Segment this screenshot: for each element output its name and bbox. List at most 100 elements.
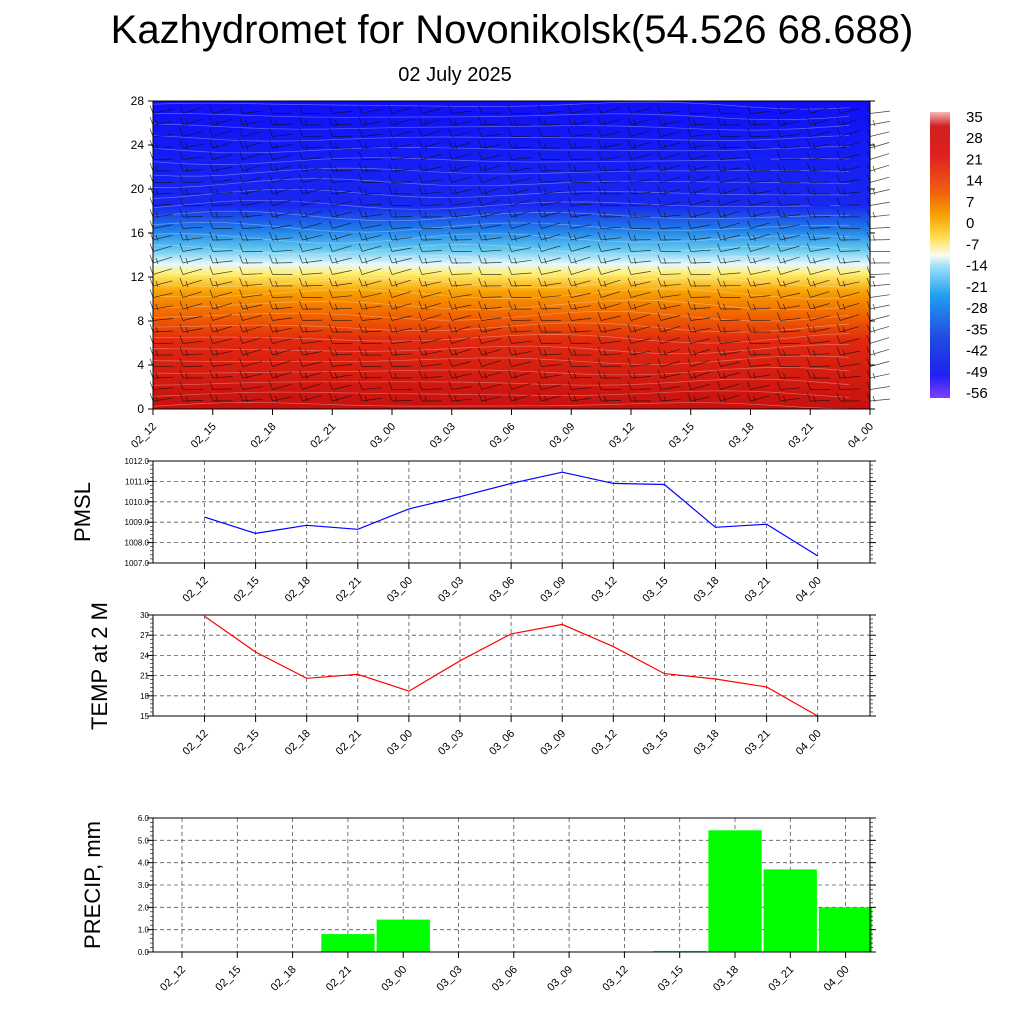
wind-barb <box>777 243 800 252</box>
y-tick-label: 12 <box>131 270 145 284</box>
wind-barb <box>388 162 412 173</box>
wind-barb <box>538 277 562 288</box>
wind-barb <box>538 197 562 206</box>
contour-line <box>152 146 850 154</box>
precip-bar <box>321 934 375 952</box>
wind-barb <box>687 220 711 229</box>
wind-barb <box>747 369 771 380</box>
wind-barb <box>179 323 203 334</box>
wind-barb <box>597 335 622 344</box>
wind-barb <box>657 289 681 298</box>
wind-barb <box>299 174 322 183</box>
contour-line <box>152 266 850 277</box>
wind-barb <box>299 381 322 390</box>
wind-barb <box>777 208 801 219</box>
wind-barb <box>777 151 801 160</box>
wind-barb <box>358 266 382 275</box>
wind-barb <box>448 220 472 229</box>
contour-line <box>152 255 850 266</box>
wind-barb <box>567 139 592 150</box>
wind-barb <box>209 208 233 219</box>
x-tick-label: 03_09 <box>545 964 575 994</box>
wind-barb <box>687 346 711 357</box>
wind-barb <box>717 139 741 150</box>
contour-line <box>152 288 850 300</box>
wind-barb <box>627 358 651 367</box>
y-tick-label: 30 <box>140 611 149 620</box>
x-tick-label: 03_21 <box>743 575 773 605</box>
wind-barb <box>538 128 562 137</box>
wind-barb <box>299 128 323 137</box>
wind-barb <box>478 300 502 311</box>
wind-barb <box>478 116 502 127</box>
wind-barb <box>269 185 292 196</box>
wind-barb <box>508 162 532 173</box>
wind-barb <box>538 335 562 344</box>
x-tick-label: 03_09 <box>547 421 577 451</box>
contour-line <box>152 390 850 398</box>
wind-barb <box>597 185 622 196</box>
wind-barb <box>299 116 323 127</box>
wind-barb <box>209 323 233 334</box>
wind-barb <box>179 116 203 127</box>
wind-barb <box>328 208 352 219</box>
wind-barb <box>448 197 472 206</box>
wind-barb <box>597 392 622 403</box>
wind-barb <box>299 358 322 367</box>
wind-barb <box>836 289 860 298</box>
wind-barb <box>836 346 860 357</box>
wind-barb <box>747 323 771 334</box>
wind-barb <box>747 312 771 321</box>
wind-barb <box>239 381 263 390</box>
wind-barb <box>777 369 801 380</box>
wind-barb <box>388 392 413 403</box>
wind-barb <box>747 139 771 150</box>
wind-barb <box>777 346 801 357</box>
wind-barb <box>358 231 382 242</box>
wind-barb <box>508 312 532 321</box>
wind-barb <box>717 243 741 252</box>
wind-barb <box>717 185 740 196</box>
wind-barb <box>179 346 203 357</box>
wind-barb <box>418 358 442 367</box>
wind-barb <box>328 116 353 127</box>
wind-barb <box>299 323 323 334</box>
wind-barb <box>328 289 353 298</box>
wind-barb <box>209 381 233 390</box>
wind-barb <box>567 392 592 403</box>
x-tick-label: 03_21 <box>766 964 796 994</box>
wind-barb <box>836 381 861 390</box>
colorbar-label: -28 <box>966 300 988 317</box>
wind-barb <box>747 174 771 183</box>
wind-barb <box>627 139 651 150</box>
wind-barb <box>388 381 413 390</box>
wind-barb <box>806 369 831 380</box>
wind-barb <box>747 335 771 344</box>
contour-line <box>152 210 850 222</box>
wind-barb <box>687 266 711 275</box>
wind-barb <box>597 116 621 127</box>
wind-barb <box>179 392 203 403</box>
wind-barb <box>299 277 323 288</box>
wind-barb <box>179 369 203 380</box>
wind-barb <box>209 254 233 265</box>
wind-barb <box>328 300 353 311</box>
wind-barb <box>597 105 621 114</box>
wind-barb <box>418 346 442 357</box>
wind-barb <box>239 139 262 150</box>
x-tick-label: 02_21 <box>324 964 354 994</box>
wind-barb <box>358 335 383 344</box>
wind-barb <box>567 369 592 380</box>
wind-barb <box>209 312 233 321</box>
wind-barb <box>717 392 740 403</box>
wind-barb <box>508 300 532 311</box>
wind-barb <box>179 231 203 242</box>
wind-barb <box>358 289 382 298</box>
wind-barb <box>836 369 861 380</box>
wind-barb <box>299 220 322 229</box>
wind-barb <box>209 116 233 127</box>
wind-barb <box>717 162 741 173</box>
precip-bar <box>653 950 707 952</box>
wind-barb <box>388 185 413 196</box>
y-tick-label: 20 <box>131 182 145 196</box>
